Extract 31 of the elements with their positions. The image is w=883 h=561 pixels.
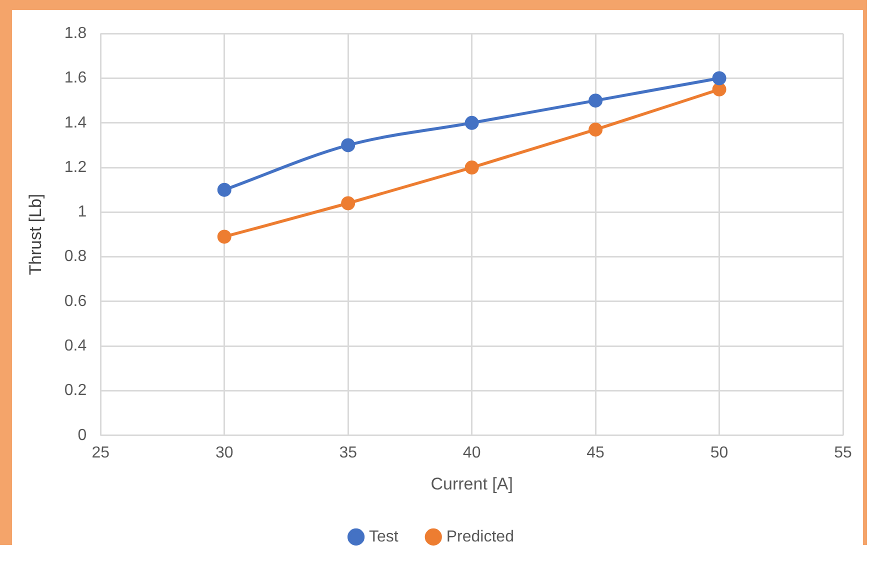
y-tick-label: 1.8 xyxy=(64,25,87,42)
point xyxy=(341,138,356,152)
y-tick-label: 0.6 xyxy=(64,292,87,310)
y-axis-title: Thrust [Lb] xyxy=(26,194,45,276)
x-tick-label: 35 xyxy=(339,444,358,462)
y-tick-label: 0 xyxy=(78,426,87,444)
x-tick-label: 45 xyxy=(586,444,605,462)
x-tick-label: 25 xyxy=(92,444,110,462)
point xyxy=(341,196,356,210)
legend-label: Predicted xyxy=(446,528,514,546)
y-tick-label: 0.4 xyxy=(64,338,87,355)
y-tick-label: 1.2 xyxy=(64,158,87,176)
point xyxy=(217,230,232,244)
y-tick-label: 1.6 xyxy=(64,70,87,87)
x-tick-label: 55 xyxy=(834,444,852,462)
y-tick-label: 0.8 xyxy=(64,248,87,266)
point xyxy=(464,160,479,175)
x-tick-label: 50 xyxy=(710,444,728,462)
x-tick-label: 30 xyxy=(215,444,234,462)
point xyxy=(588,122,603,137)
point xyxy=(217,182,232,197)
x-axis-title: Current [A] xyxy=(430,474,513,494)
legend-label: Test xyxy=(369,528,399,546)
point xyxy=(712,71,726,86)
y-tick-label: 1 xyxy=(78,204,87,221)
y-tick-label: 1.4 xyxy=(64,114,87,132)
x-tick-label: 40 xyxy=(462,444,481,462)
point xyxy=(588,94,603,108)
point xyxy=(464,116,479,130)
y-tick-label: 0.2 xyxy=(64,382,87,400)
point xyxy=(712,82,726,96)
